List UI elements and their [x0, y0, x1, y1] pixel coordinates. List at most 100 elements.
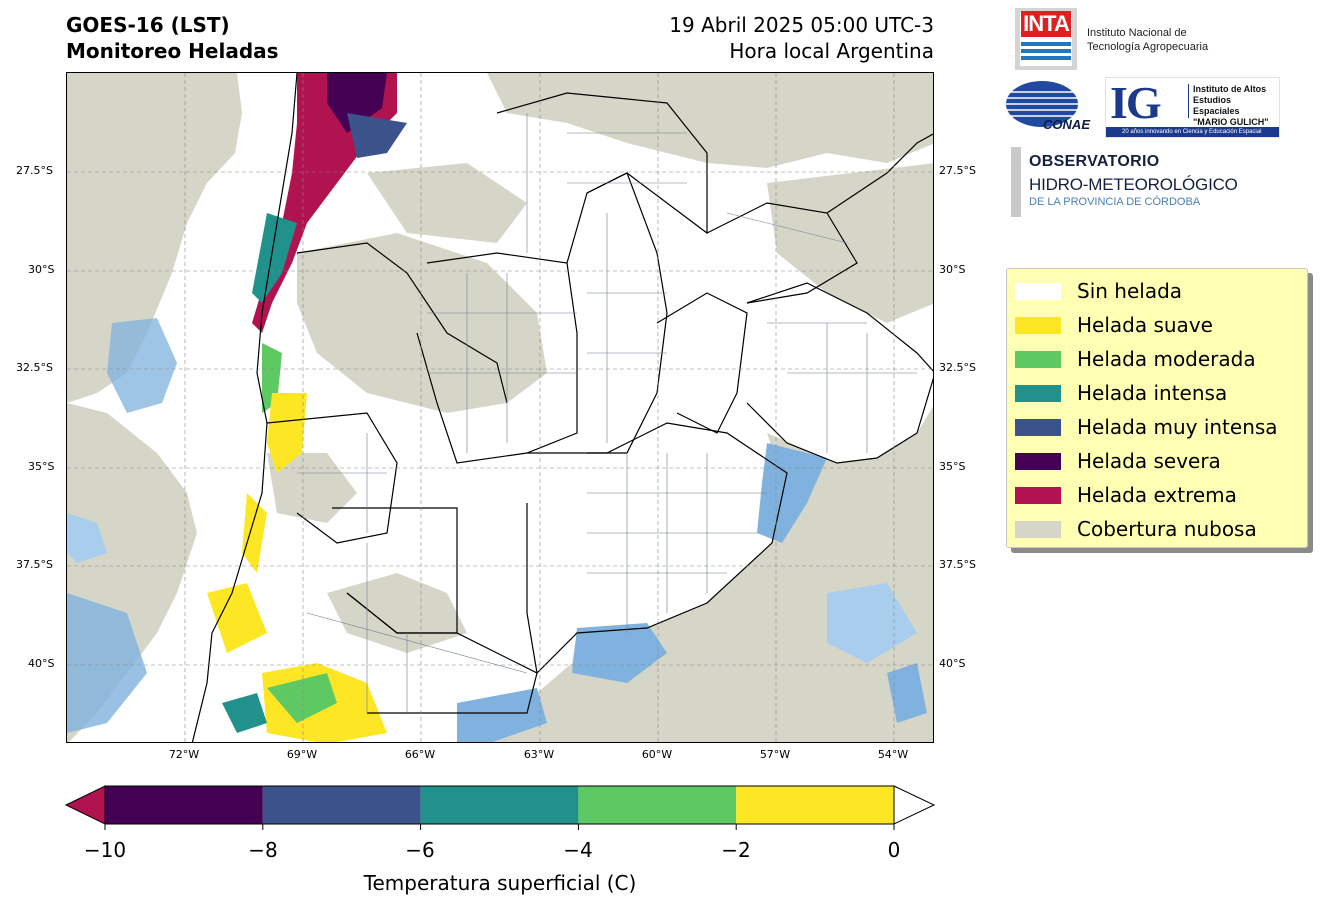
lat-label-left: 32.5°S	[16, 361, 53, 374]
datetime-text: 19 Abril 2025 05:00 UTC-3	[669, 13, 934, 37]
frost-map	[66, 72, 934, 743]
colorbar-tick-marks	[104, 824, 895, 830]
lat-label-left: 37.5°S	[16, 558, 53, 571]
ig-divider	[1188, 84, 1189, 118]
colorbar-segment	[736, 786, 894, 824]
water-pacific-3	[67, 513, 107, 563]
border-san-juan	[296, 242, 508, 404]
ig-text-line1: Instituto de Altos	[1193, 84, 1267, 94]
lat-label-left: 40°S	[28, 657, 55, 670]
colorbar-segment	[578, 786, 737, 824]
border-santa-fe	[566, 172, 668, 454]
observatorio-bar	[1011, 147, 1021, 217]
colorbar-tick-label: −4	[563, 838, 593, 862]
lat-label-left: 30°S	[28, 263, 55, 276]
cloud-area-northeast	[767, 163, 933, 323]
legend-label: Helada severa	[1077, 449, 1221, 473]
border-cordoba	[416, 252, 578, 464]
ig-logo: IG Instituto de Altos Estudios Espaciale…	[1105, 77, 1280, 138]
legend-item: Cobertura nubosa	[1007, 511, 1307, 541]
lat-label-right: 37.5°S	[939, 558, 976, 571]
title-line1: GOES-16 (LST)	[66, 13, 230, 37]
conae-word: CONAE	[1043, 117, 1090, 132]
water-atlantic-1	[572, 623, 667, 683]
inta-logo-bar	[1021, 56, 1071, 60]
frost-intense-2	[222, 693, 267, 733]
ig-letters: IG	[1110, 77, 1162, 128]
legend-item: Helada muy intensa	[1007, 409, 1307, 439]
colorbar-tick-label: −6	[405, 838, 435, 862]
legend-label: Cobertura nubosa	[1077, 517, 1257, 541]
legend-label: Sin helada	[1077, 279, 1183, 303]
colorbar-segments	[105, 786, 894, 824]
legend-label: Helada intensa	[1077, 381, 1228, 405]
colorbar-tick-label: −10	[83, 838, 127, 862]
province-boundaries	[191, 73, 933, 742]
lat-label-right: 30°S	[939, 263, 966, 276]
conae-logo: CONAE	[1004, 80, 1094, 132]
map-title: GOES-16 (LST) Monitoreo Heladas	[66, 12, 279, 64]
department-boundaries	[297, 113, 917, 713]
legend-label: Helada moderada	[1077, 347, 1256, 371]
frost-mild-2	[242, 493, 267, 573]
inta-name: Instituto Nacional de Tecnología Agropec…	[1087, 26, 1208, 54]
lat-label-right: 32.5°S	[939, 361, 976, 374]
cloud-area-north	[487, 73, 933, 168]
ig-band: 20 años innovando en Ciencia y Educación…	[1106, 127, 1279, 137]
observatorio-line1: OBSERVATORIO	[1029, 153, 1160, 170]
inta-name-line1: Instituto Nacional de	[1087, 27, 1187, 39]
frost-very-intense	[347, 113, 407, 158]
frost-mild-3	[207, 583, 267, 653]
map-datetime: 19 Abril 2025 05:00 UTC-3 Hora local Arg…	[560, 12, 934, 64]
inta-name-line2: Tecnología Agropecuaria	[1087, 41, 1209, 53]
colorbar-over-arrow	[893, 785, 936, 825]
legend-swatch	[1015, 487, 1061, 504]
cloud-area-west	[67, 73, 242, 403]
cloud-area-patagonia	[327, 573, 467, 653]
lat-label-right: 40°S	[939, 657, 966, 670]
colorbar-segment	[105, 786, 263, 824]
observatorio-logo: OBSERVATORIO HIDRO-METEOROLÓGICO DE LA P…	[1011, 147, 1241, 217]
colorbar-tick-label: −8	[248, 838, 278, 862]
lat-label-left: 27.5°S	[16, 164, 53, 177]
lon-label: 54°W	[877, 748, 909, 761]
water-atlantic-3	[827, 583, 917, 663]
inta-logo-bar	[1021, 42, 1071, 46]
legend-label: Helada muy intensa	[1077, 415, 1278, 439]
legend-item: Helada extrema	[1007, 477, 1307, 507]
colorbar-label: Temperatura superficial (C)	[363, 871, 637, 895]
border-rio-negro	[346, 592, 538, 714]
border-chaco	[496, 92, 708, 235]
cloud-area-mid-west	[267, 453, 357, 523]
colorbar-tick-label: 0	[887, 838, 901, 862]
legend-label: Helada extrema	[1077, 483, 1237, 507]
map-graticule	[67, 73, 933, 742]
legend-swatch	[1015, 419, 1061, 436]
colorbar-under-arrow	[64, 785, 106, 825]
inta-logo: INTA	[1015, 8, 1077, 70]
water-atlantic-2	[457, 688, 547, 742]
lat-label-left: 35°S	[28, 460, 55, 473]
lon-label: 66°W	[404, 748, 436, 761]
observatorio-line3: DE LA PROVINCIA DE CÓRDOBA	[1029, 196, 1201, 208]
border-misiones	[826, 133, 933, 214]
frost-moderate-2	[267, 673, 337, 723]
inta-logo-word: INTA	[1021, 11, 1071, 37]
water-pacific-1	[107, 318, 177, 413]
ig-text-line3: "MARIO GULICH"	[1193, 117, 1269, 127]
water-atlantic-4	[887, 663, 927, 723]
legend-swatch	[1015, 385, 1061, 402]
lon-label: 57°W	[759, 748, 791, 761]
ig-text: Instituto de Altos Estudios Espaciales "…	[1193, 84, 1279, 128]
legend-swatch	[1015, 283, 1061, 300]
frost-intense	[252, 213, 297, 303]
lon-label: 63°W	[523, 748, 555, 761]
frost-severe-north	[327, 73, 387, 133]
title-line2: Monitoreo Heladas	[66, 39, 279, 63]
legend-item: Helada severa	[1007, 443, 1307, 473]
ig-text-line2: Estudios Espaciales	[1193, 95, 1240, 116]
timezone-text: Hora local Argentina	[729, 39, 934, 63]
frost-mild-1	[267, 393, 307, 473]
border-mendoza	[266, 412, 398, 544]
lon-label: 72°W	[168, 748, 200, 761]
